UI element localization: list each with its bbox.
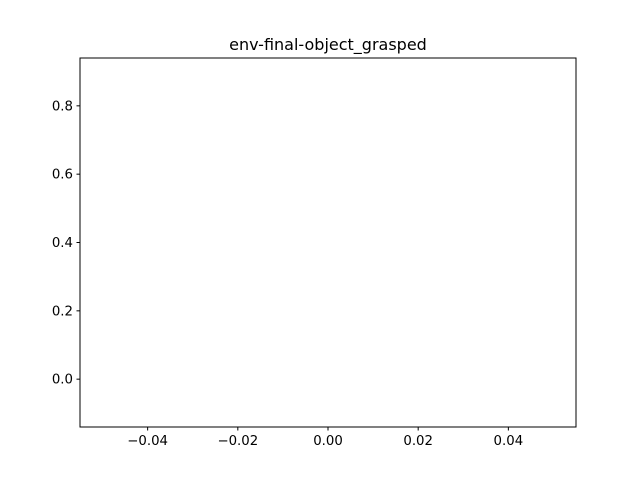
y-tick-label: 0.4: [52, 236, 73, 251]
plot-area-frame: [79, 57, 577, 428]
y-axis-ticks: 0.0 0.2 0.4 0.6 0.8: [52, 99, 80, 388]
y-tick-label: 0.6: [52, 168, 73, 183]
y-tick-label: 0.0: [52, 373, 73, 388]
x-tick-label: 0.04: [494, 434, 524, 449]
x-tick-label: 0.02: [403, 434, 433, 449]
y-tick-label: 0.8: [52, 99, 73, 114]
y-tick-label: 0.2: [52, 304, 73, 319]
x-tick-label: −0.04: [127, 434, 168, 449]
x-tick-label: −0.02: [217, 434, 258, 449]
chart-title: env-final-object_grasped: [229, 35, 427, 55]
x-tick-label: 0.00: [313, 434, 343, 449]
x-axis-ticks: −0.04 −0.02 0.00 0.02 0.04: [127, 427, 523, 449]
